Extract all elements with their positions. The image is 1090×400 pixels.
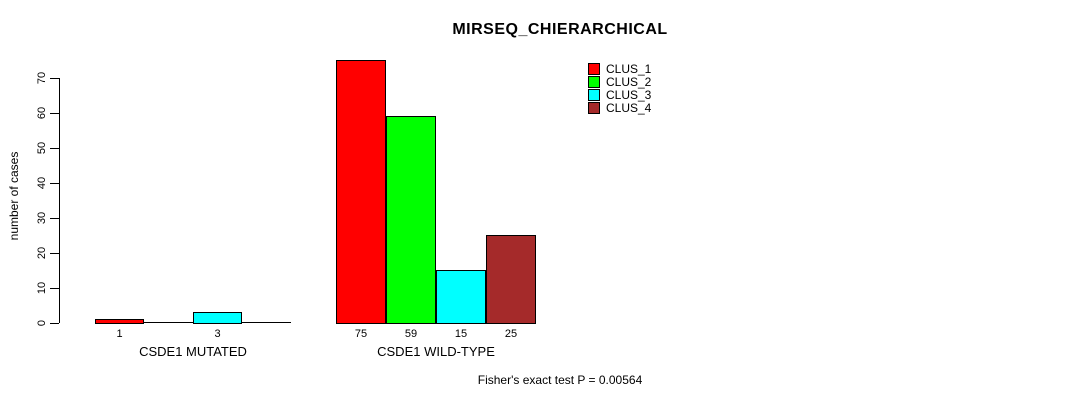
bar-clus-2-csde1-mutated <box>144 322 193 323</box>
y-tick-label: 70 <box>36 71 48 85</box>
y-tick <box>50 183 59 184</box>
y-tick-label: 20 <box>36 246 48 260</box>
y-tick-label: 40 <box>36 176 48 190</box>
y-axis-line <box>59 78 60 323</box>
legend-item-clus-4: CLUS_4 <box>588 102 651 114</box>
bar-clus-3-csde1-mutated <box>193 312 242 324</box>
legend-swatch-clus-3 <box>588 89 600 101</box>
bar-value-label: 25 <box>504 328 518 340</box>
y-tick-label: 60 <box>36 106 48 120</box>
y-tick <box>50 218 59 219</box>
legend-swatch-clus-2 <box>588 76 600 88</box>
y-tick <box>50 288 59 289</box>
group-label-csde1-wild-type: CSDE1 WILD-TYPE <box>377 344 495 359</box>
bar-value-label: 59 <box>404 328 418 340</box>
legend-item-clus-3: CLUS_3 <box>588 89 651 101</box>
bar-value-label: 15 <box>454 328 468 340</box>
bar-clus-4-csde1-mutated <box>242 322 291 323</box>
bar-clus-1-csde1-mutated <box>95 319 144 324</box>
bar-clus-4-csde1-wild-type <box>486 235 536 324</box>
legend-label: CLUS_1 <box>606 62 652 76</box>
fisher-test-annotation: Fisher's exact test P = 0.00564 <box>477 373 643 387</box>
group-label-csde1-mutated: CSDE1 MUTATED <box>139 344 247 359</box>
bar-value-label: 3 <box>214 328 221 340</box>
y-tick <box>50 113 59 114</box>
y-tick <box>50 323 59 324</box>
legend: CLUS_1 CLUS_2 CLUS_3 CLUS_4 <box>588 63 651 115</box>
legend-swatch-clus-4 <box>588 102 600 114</box>
legend-label: CLUS_4 <box>606 101 652 115</box>
bar-clus-2-csde1-wild-type <box>386 116 436 324</box>
y-tick-label: 50 <box>36 141 48 155</box>
bar-clus-1-csde1-wild-type <box>336 60 386 324</box>
y-tick-label: 30 <box>36 211 48 225</box>
bar-clus-3-csde1-wild-type <box>436 270 486 324</box>
chart-title: MIRSEQ_CHIERARCHICAL <box>452 21 668 38</box>
y-tick-label: 10 <box>36 281 48 295</box>
y-tick <box>50 253 59 254</box>
legend-item-clus-2: CLUS_2 <box>588 76 651 88</box>
legend-label: CLUS_2 <box>606 75 652 89</box>
y-tick-label: 0 <box>36 319 48 327</box>
bar-value-label: 1 <box>116 328 123 340</box>
y-tick <box>50 78 59 79</box>
y-axis-title: number of cases <box>7 151 21 241</box>
y-tick <box>50 148 59 149</box>
legend-item-clus-1: CLUS_1 <box>588 63 651 75</box>
legend-label: CLUS_3 <box>606 88 652 102</box>
bar-value-label: 75 <box>354 328 368 340</box>
legend-swatch-clus-1 <box>588 63 600 75</box>
